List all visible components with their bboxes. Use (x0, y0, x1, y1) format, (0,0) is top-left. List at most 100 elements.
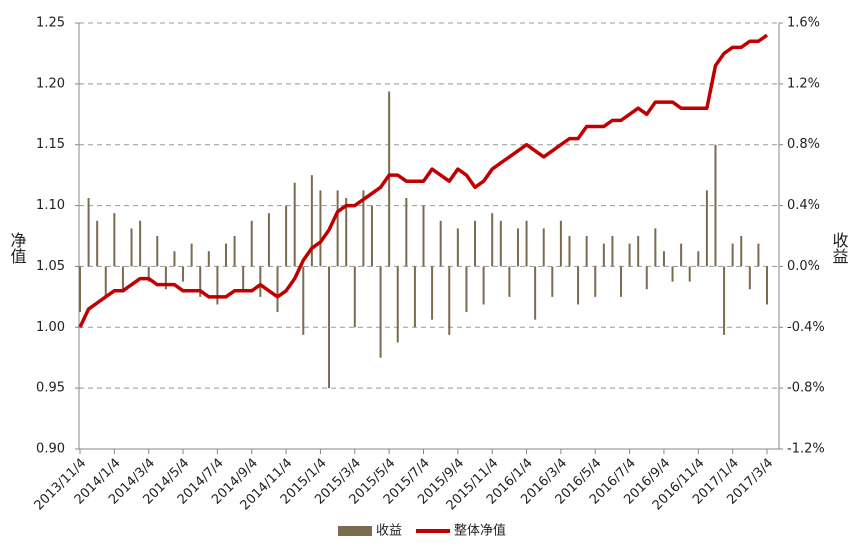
bar (516, 228, 519, 267)
y-tick-label: 0.90 (36, 442, 65, 457)
bar (250, 220, 253, 267)
bar (645, 266, 648, 290)
bar (224, 243, 227, 267)
bar (508, 266, 511, 297)
bar (594, 266, 597, 297)
bar (310, 175, 313, 267)
bar (388, 91, 391, 267)
y2-tick-label: 0.8% (787, 137, 820, 152)
bar (353, 266, 356, 328)
y-tick-label: 1.10 (36, 198, 65, 213)
bar (259, 266, 262, 297)
bar (302, 266, 305, 335)
bar (362, 190, 365, 267)
bar (130, 228, 133, 267)
bar (267, 213, 270, 267)
bar (182, 266, 185, 282)
bar (474, 220, 477, 267)
y-tick-label: 0.95 (36, 381, 65, 396)
bar (328, 266, 331, 389)
bar (542, 228, 545, 267)
bar (431, 266, 434, 320)
bar (439, 220, 442, 267)
bar (104, 266, 107, 297)
bar (491, 213, 494, 267)
bar (276, 266, 279, 313)
bar (499, 220, 502, 267)
y2-axis-label: 收益 (830, 232, 849, 264)
bar (413, 266, 416, 328)
y2-tick-label: -0.8% (787, 381, 825, 396)
y-tick-label: 1.05 (36, 259, 65, 274)
y2-tick-label: 1.6% (787, 16, 820, 31)
bar (766, 266, 768, 305)
bar (723, 266, 726, 335)
bar (173, 251, 176, 267)
bar (370, 205, 373, 267)
bar (740, 236, 743, 267)
bar (147, 266, 150, 282)
bar (688, 266, 691, 282)
bar (121, 266, 124, 290)
bar (568, 236, 571, 267)
bar (697, 251, 700, 267)
bar (628, 243, 631, 267)
bar (190, 243, 193, 267)
bar (456, 228, 459, 267)
y2-tick-label: -1.2% (787, 442, 825, 457)
bar (551, 266, 554, 297)
bar (96, 220, 99, 267)
y-tick-label: 1.00 (36, 320, 65, 335)
bar (422, 205, 425, 267)
bar (602, 243, 605, 267)
legend-label: 收益 (376, 524, 402, 539)
bar (379, 266, 382, 358)
bar (448, 266, 451, 335)
y2-tick-label: 1.2% (787, 76, 820, 91)
bar (164, 266, 167, 290)
bar (534, 266, 537, 320)
bar (757, 243, 760, 267)
y2-tick-label: 0.4% (787, 198, 820, 213)
bar (705, 190, 708, 267)
bar (637, 236, 640, 267)
bar (396, 266, 399, 343)
legend-swatch (338, 526, 372, 536)
bar (671, 266, 674, 282)
y-tick-label: 1.20 (36, 76, 65, 91)
bar (199, 266, 202, 297)
bar (345, 197, 348, 267)
bar (293, 182, 296, 267)
bar (585, 236, 588, 267)
bar (662, 251, 665, 267)
bar (139, 220, 142, 267)
y2-tick-label: 0.0% (787, 259, 820, 274)
y-tick-label: 1.15 (36, 137, 65, 152)
bar (79, 266, 81, 313)
net-value-line (78, 33, 769, 329)
bar (336, 190, 339, 267)
bar (285, 205, 288, 267)
bar (525, 220, 528, 267)
bar (405, 197, 408, 267)
bar (482, 266, 485, 305)
y-tick-label: 1.25 (36, 16, 65, 31)
bar (156, 236, 159, 267)
y2-tick-label: -0.4% (787, 320, 825, 335)
bar (559, 220, 562, 267)
bar (611, 236, 614, 267)
bar (242, 266, 245, 290)
bar (714, 144, 717, 267)
bar (216, 266, 219, 305)
bar (319, 190, 322, 267)
bar (654, 228, 657, 267)
bar (748, 266, 751, 290)
bar (113, 213, 116, 267)
bar (207, 251, 210, 267)
bar (577, 266, 580, 305)
bar (233, 236, 236, 267)
bar (87, 197, 90, 267)
bar (680, 243, 683, 267)
